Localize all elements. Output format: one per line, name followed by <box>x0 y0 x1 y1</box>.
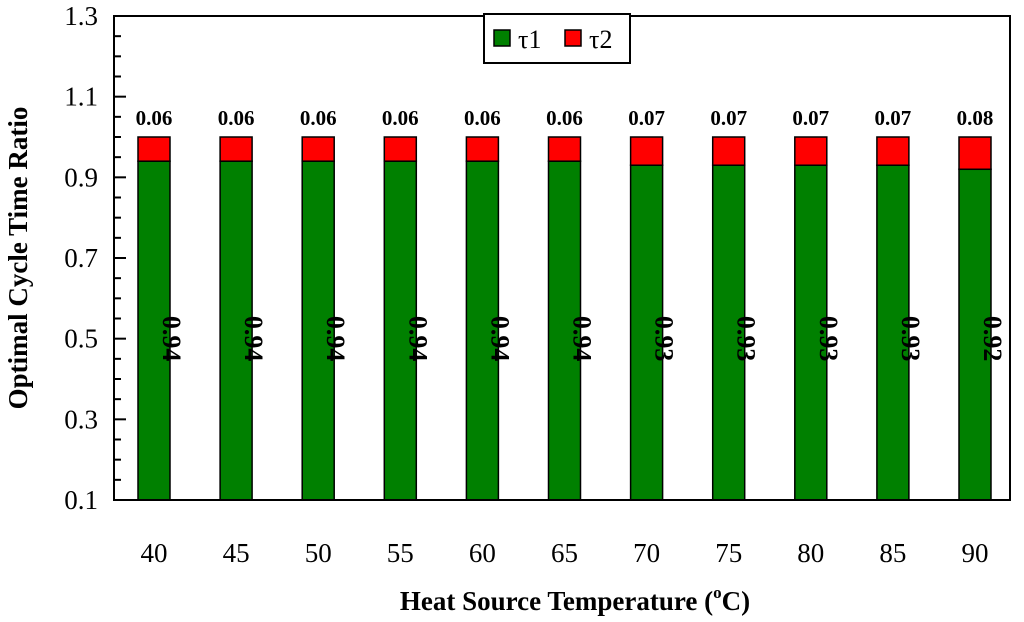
bar-tau2 <box>465 136 500 162</box>
data-label-tau1: 0.93 <box>732 316 761 362</box>
x-tick-label: 65 <box>551 538 578 568</box>
data-label-tau2: 0.06 <box>464 106 501 130</box>
bar-tau1 <box>629 164 664 501</box>
data-label-tau2: 0.06 <box>546 106 583 130</box>
x-tick-label: 80 <box>797 538 824 568</box>
bar-tau2 <box>301 136 335 162</box>
data-label-tau1: 0.94 <box>403 316 432 362</box>
bar-group: 0.06 0.94 0.06 0.94 0.06 0.94 0.06 0.94 0.06 0.94… <box>136 106 1007 501</box>
legend-swatch-tau2 <box>564 29 582 47</box>
x-axis-title: Heat Source Temperature (oC) <box>400 583 750 616</box>
data-label-tau1: 0.94 <box>568 316 597 362</box>
bar-tau2 <box>137 136 171 162</box>
y-tick-label: 1.3 <box>64 1 98 31</box>
legend-label-tau1: τ1 <box>518 25 541 54</box>
y-axis-title: Optimal Cycle Time Ratio <box>3 107 33 410</box>
x-tick-label: 75 <box>715 538 742 568</box>
data-label-tau1: 0.94 <box>321 316 350 362</box>
data-label-tau2: 0.06 <box>136 106 173 130</box>
bar-tau2 <box>383 136 418 162</box>
bar-tau2 <box>711 136 746 166</box>
legend-swatch-tau1 <box>493 29 511 47</box>
y-tick-label: 0.1 <box>64 485 98 515</box>
data-label-tau1: 0.93 <box>814 316 843 362</box>
data-label-tau2: 0.07 <box>792 106 829 130</box>
data-label-tau2: 0.08 <box>957 106 994 130</box>
x-tick-label: 70 <box>633 538 660 568</box>
data-label-tau1: 0.94 <box>485 316 514 362</box>
x-tick-label: 40 <box>141 538 168 568</box>
x-tick-label: 45 <box>223 538 250 568</box>
bar-tau2 <box>219 136 253 162</box>
y-tick-label: 0.5 <box>64 324 98 354</box>
x-axis-ticks: 40 45 50 55 60 65 70 75 80 85 90 <box>141 538 989 568</box>
bar-tau2 <box>629 136 664 166</box>
bar-tau2 <box>958 136 992 171</box>
data-label-tau2: 0.06 <box>300 106 337 130</box>
x-tick-label: 55 <box>387 538 414 568</box>
y-axis-ticks: 0.1 0.3 0.5 0.7 0.9 1.1 1.3 <box>64 1 126 515</box>
x-tick-label: 50 <box>305 538 332 568</box>
x-tick-label: 85 <box>879 538 906 568</box>
data-label-tau2: 0.07 <box>875 106 912 130</box>
y-tick-label: 1.1 <box>64 82 98 112</box>
y-tick-label: 0.3 <box>64 404 98 434</box>
x-tick-label: 90 <box>962 538 989 568</box>
data-label-tau1: 0.94 <box>239 316 268 362</box>
data-label-tau1: 0.92 <box>978 316 1007 362</box>
bar-tau2 <box>547 136 582 162</box>
data-label-tau1: 0.94 <box>157 316 186 362</box>
data-label-tau2: 0.07 <box>628 106 665 130</box>
bar-tau1 <box>794 164 828 501</box>
legend-label-tau2: τ2 <box>589 25 612 54</box>
data-label-tau1: 0.93 <box>896 316 925 362</box>
y-tick-label: 0.7 <box>64 243 98 273</box>
data-label-tau2: 0.07 <box>710 106 747 130</box>
x-tick-label: 60 <box>469 538 496 568</box>
data-label-tau2: 0.06 <box>218 106 255 130</box>
legend: τ1 τ2 <box>483 13 631 64</box>
data-label-tau2: 0.06 <box>382 106 419 130</box>
bar-tau2 <box>794 136 828 166</box>
bar-tau1 <box>383 160 418 501</box>
y-tick-label: 0.9 <box>64 162 98 192</box>
data-label-tau1: 0.93 <box>650 316 679 362</box>
bar-tau2 <box>876 136 910 166</box>
